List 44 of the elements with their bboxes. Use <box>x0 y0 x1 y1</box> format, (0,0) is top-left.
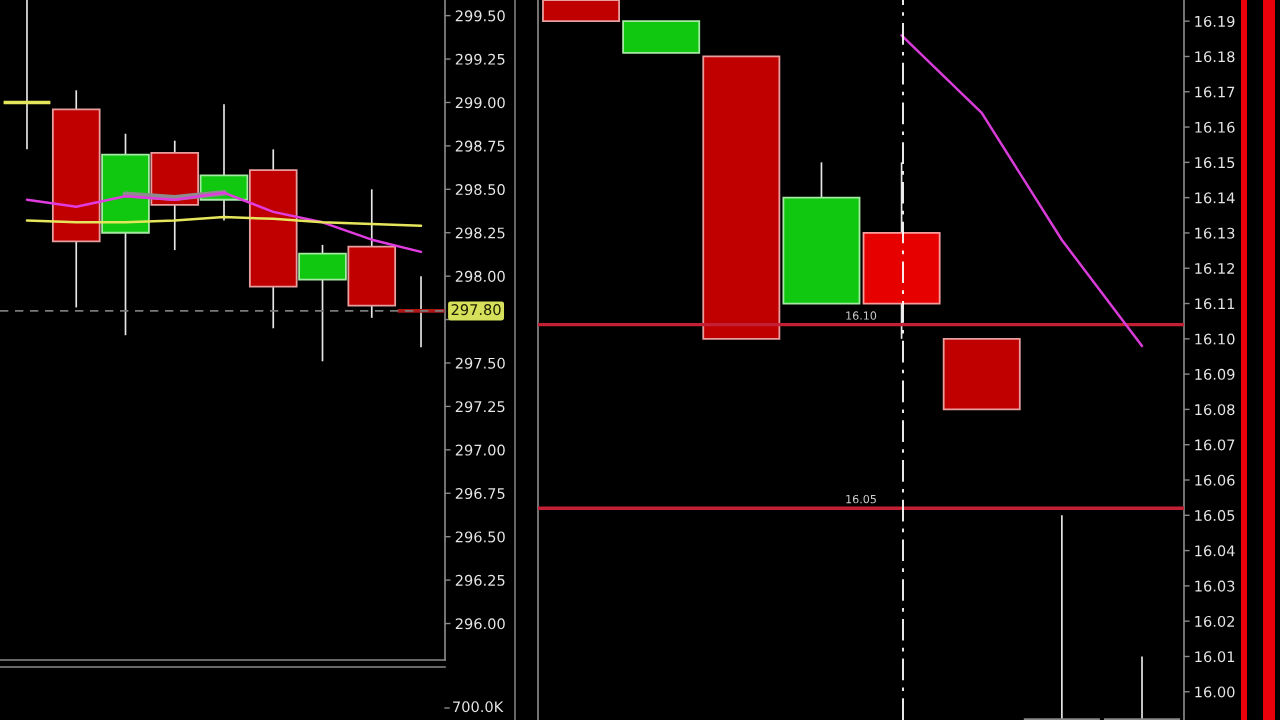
candlestick <box>1102 655 1182 720</box>
ref-line-label: 16.05 <box>846 494 876 504</box>
ref-line-label: 297.80 <box>451 304 501 316</box>
y-tick-label: 16.18 <box>1195 51 1235 63</box>
y-tick-label: 16.06 <box>1195 474 1235 486</box>
y-tick-label: 299.25 <box>455 53 505 65</box>
line-series <box>900 34 1144 348</box>
text: 700.0K <box>453 701 504 713</box>
y-tick-label: 16.01 <box>1195 651 1235 663</box>
candlestick <box>1023 514 1100 720</box>
y-tick-label: 16.16 <box>1195 121 1235 133</box>
y-tick-label: 16.10 <box>1195 333 1235 345</box>
y-tick-label: 297.00 <box>455 444 505 456</box>
y-tick-label: 16.04 <box>1195 545 1235 557</box>
y-tick-label: 299.50 <box>455 10 505 22</box>
ref-line-label: 16.10 <box>846 311 877 320</box>
y-tick-label: 296.75 <box>455 487 505 500</box>
line-series <box>25 215 423 228</box>
y-tick-label: 296.50 <box>455 531 505 543</box>
y-tick-label: 16.02 <box>1195 615 1235 627</box>
y-tick-label: 16.17 <box>1195 86 1235 98</box>
y-tick-label: 16.05 <box>1195 510 1235 522</box>
y-tick-label: 298.25 <box>455 227 505 239</box>
y-tick-label: 16.19 <box>1195 15 1235 27</box>
y-tick-label: 16.07 <box>1195 439 1235 451</box>
y-tick-label: 16.08 <box>1195 404 1235 416</box>
y-tick-label: 16.15 <box>1195 157 1235 169</box>
candlestick <box>3 0 51 151</box>
y-tick-label: 296.00 <box>455 618 505 630</box>
y-tick-label: 298.00 <box>455 270 505 282</box>
y-tick-label: 16.09 <box>1195 368 1235 380</box>
y-tick-label: 16.03 <box>1195 580 1235 592</box>
y-tick-label: 16.14 <box>1195 192 1235 204</box>
y-tick-label: 298.50 <box>455 184 505 196</box>
y-tick-label: 297.25 <box>455 401 505 413</box>
y-tick-label: 16.11 <box>1195 298 1235 310</box>
y-tick-label: 296.25 <box>455 574 505 586</box>
y-tick-label: 298.75 <box>455 140 505 152</box>
y-tick-label: 299.00 <box>455 97 505 109</box>
y-tick-label: 16.13 <box>1195 227 1235 239</box>
y-tick-label: 297.50 <box>455 357 505 369</box>
y-tick-label: 16.00 <box>1195 686 1235 698</box>
line-series <box>25 191 423 254</box>
y-tick-label: 16.12 <box>1195 262 1235 274</box>
